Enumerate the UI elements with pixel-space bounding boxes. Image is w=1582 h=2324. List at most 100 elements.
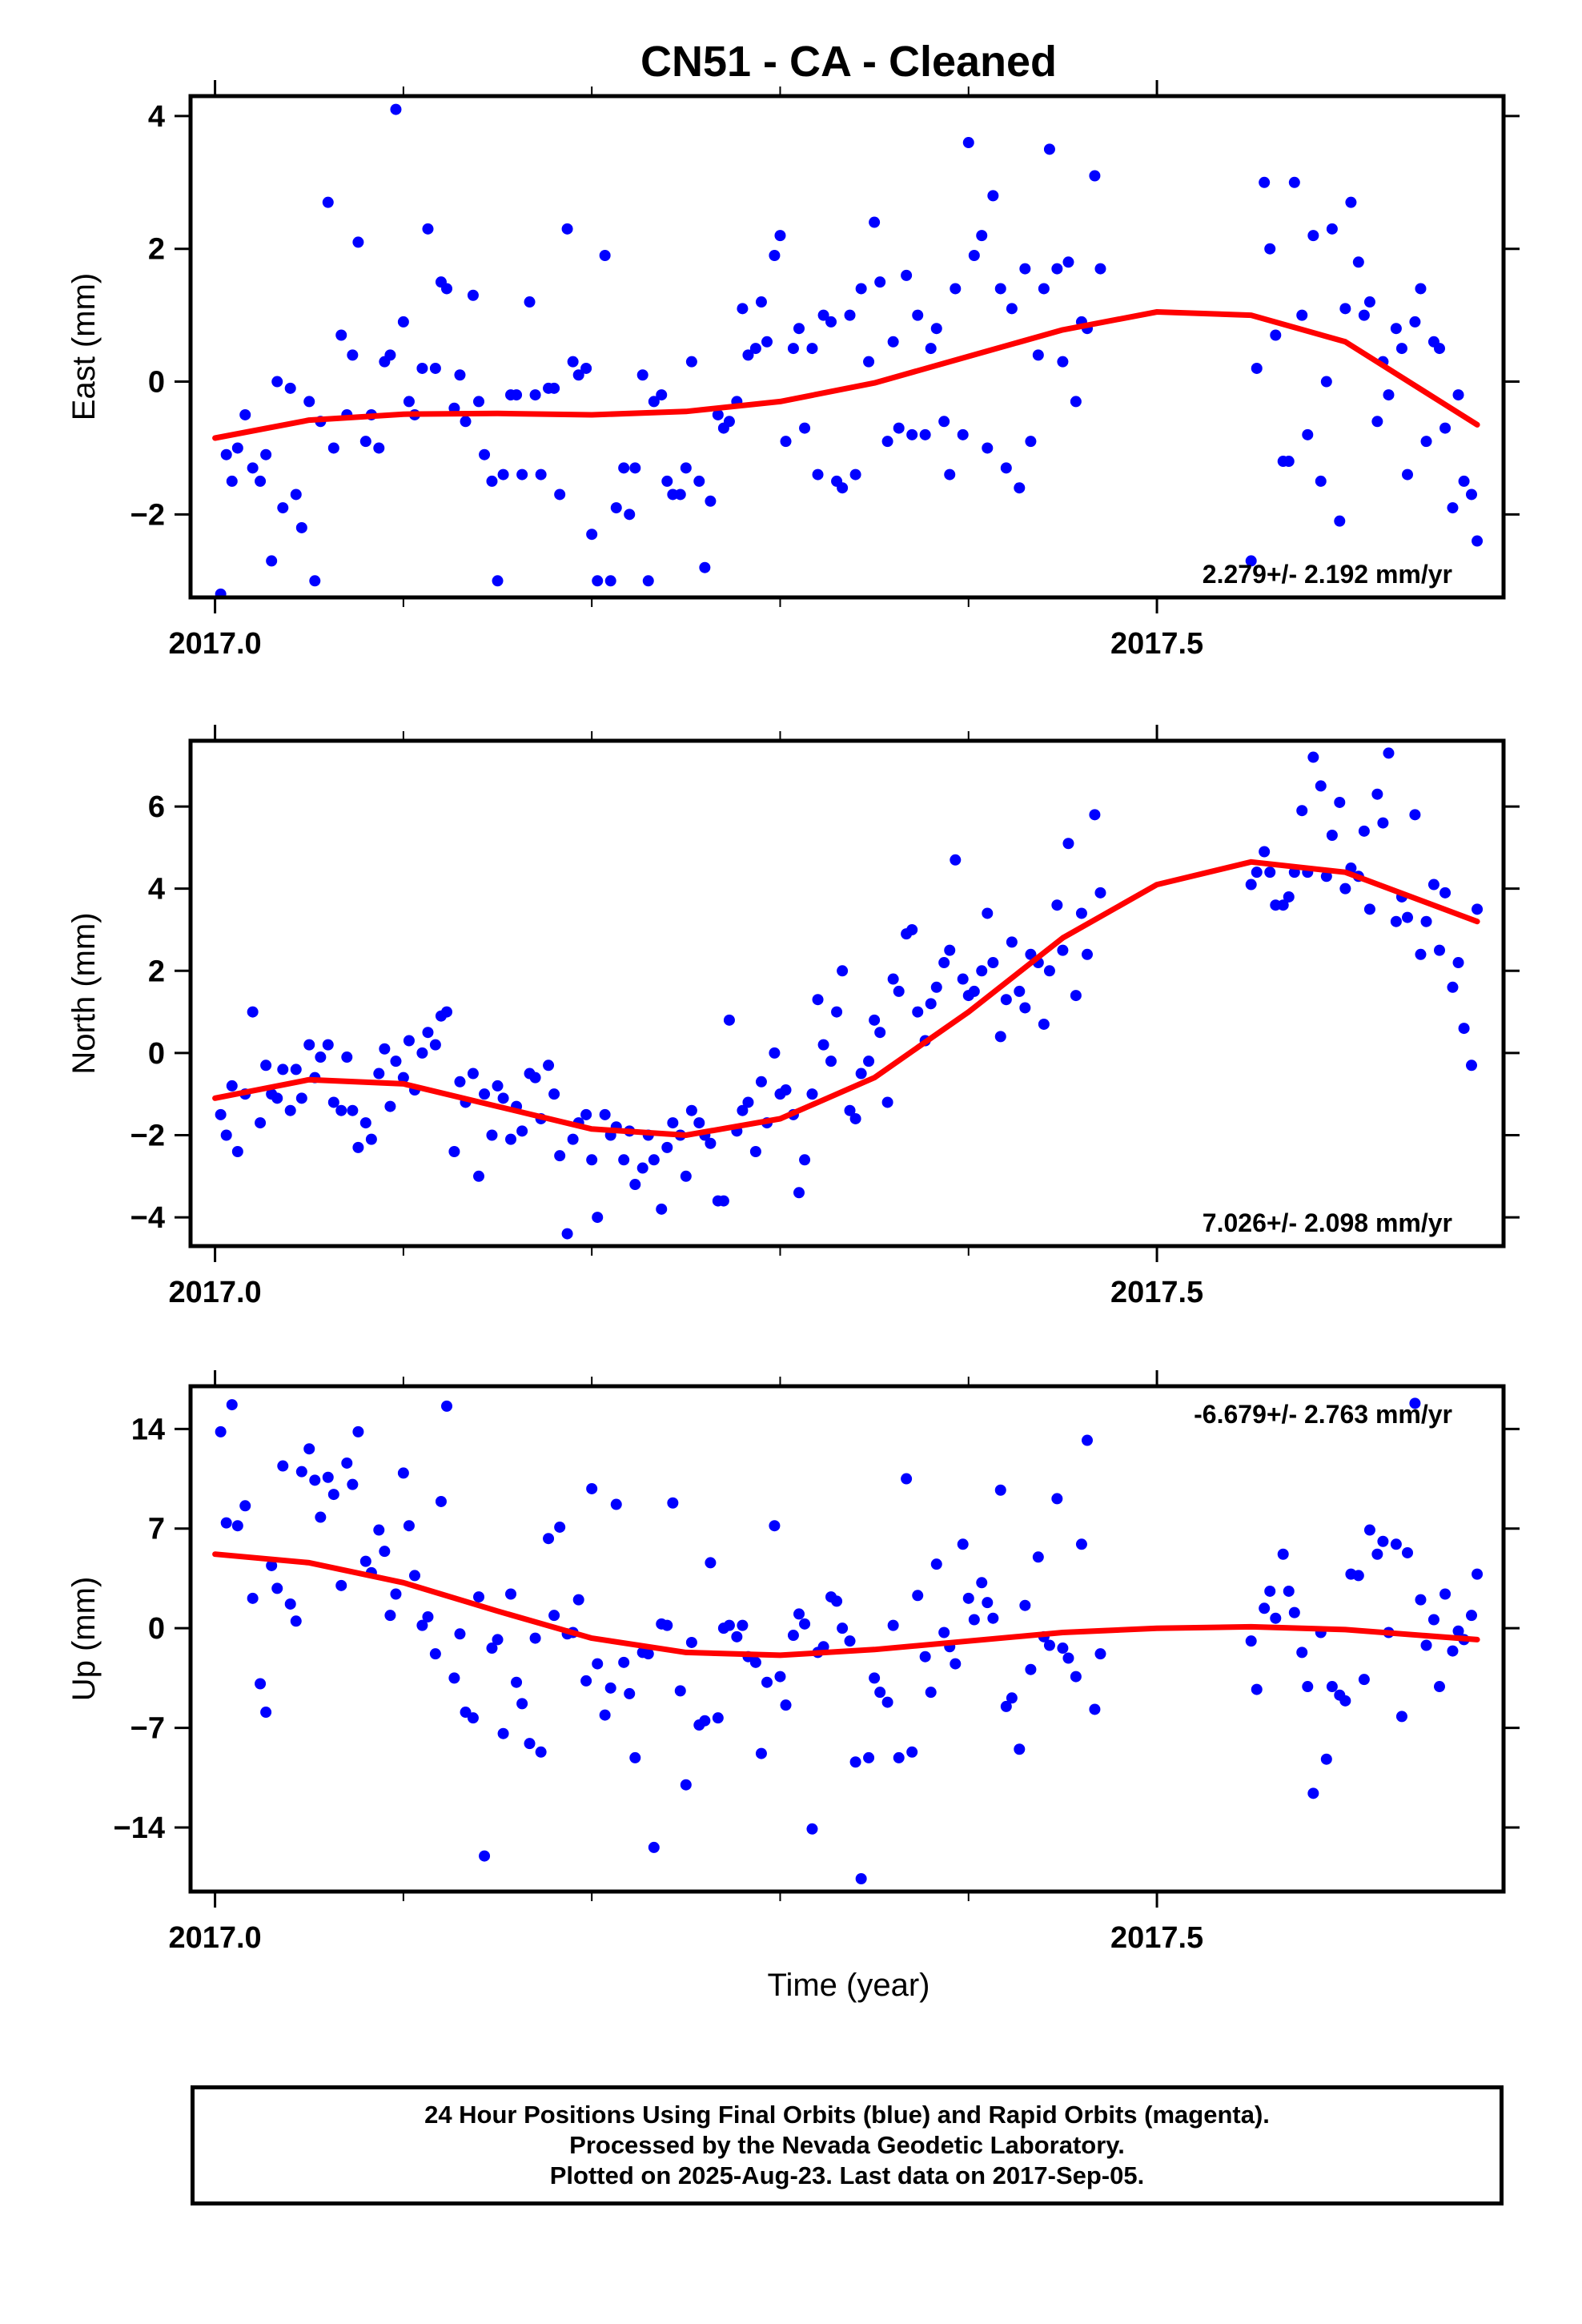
data-point [1032, 349, 1044, 361]
data-point [359, 1117, 371, 1129]
data-point [925, 343, 937, 355]
data-point [774, 230, 786, 242]
data-point [529, 389, 541, 401]
processing-note: 24 Hour Positions Using Final Orbits (bl… [191, 2085, 1504, 2205]
data-point [1264, 1585, 1276, 1597]
data-point [887, 336, 899, 348]
data-point [1051, 1493, 1063, 1505]
data-point [1427, 879, 1439, 891]
data-point [1006, 1692, 1018, 1704]
data-point [874, 1027, 886, 1039]
data-point [656, 389, 668, 401]
data-point [855, 1873, 867, 1885]
data-point [1339, 883, 1351, 895]
x-tick-label: 2017.0 [168, 1276, 261, 1309]
data-point [906, 428, 918, 440]
y-tick-label: −4 [130, 1201, 165, 1235]
data-points [215, 103, 1484, 597]
x-axis-label: Time (year) [768, 1968, 930, 2003]
data-point [1000, 1700, 1012, 1712]
data-point [1288, 176, 1300, 188]
data-point [524, 1738, 536, 1750]
data-point [731, 1630, 743, 1642]
data-point [271, 376, 283, 388]
data-point [586, 1154, 598, 1166]
data-point [629, 1179, 641, 1191]
data-point [1377, 1535, 1389, 1547]
data-point [359, 436, 371, 448]
data-point [572, 1594, 584, 1606]
data-point [674, 1685, 686, 1697]
data-point [1363, 296, 1375, 308]
data-point [893, 422, 905, 434]
data-point [231, 1146, 243, 1158]
data-point [295, 1466, 307, 1478]
data-point [429, 362, 441, 374]
data-point [1051, 263, 1063, 275]
data-point [938, 416, 950, 428]
data-point [492, 1634, 504, 1646]
y-tick-label: 7 [148, 1513, 165, 1546]
data-point [543, 1533, 555, 1545]
data-point [636, 1162, 648, 1174]
data-point [303, 1039, 315, 1051]
data-point [255, 1678, 267, 1690]
data-point [347, 1478, 359, 1490]
data-point [327, 442, 339, 454]
y-axis-label: North (mm) [66, 912, 102, 1074]
data-point [347, 349, 359, 361]
data-point [855, 1068, 867, 1080]
data-point [1390, 323, 1402, 335]
data-point [604, 575, 616, 587]
data-point [737, 1104, 749, 1116]
data-point [561, 223, 573, 235]
data-point [497, 468, 509, 480]
data-point [1075, 907, 1087, 919]
data-point [674, 489, 686, 501]
data-point [1326, 829, 1338, 841]
data-point [1345, 196, 1357, 208]
data-point [1296, 1647, 1308, 1659]
data-point [1371, 1548, 1383, 1560]
data-point [749, 343, 761, 355]
data-point [685, 1104, 697, 1116]
data-point [295, 521, 307, 533]
data-point [869, 1014, 881, 1026]
data-point [373, 1524, 385, 1536]
data-point [1089, 809, 1101, 821]
y-tick-label: 0 [148, 1612, 165, 1646]
data-point [1277, 899, 1289, 911]
data-point [1315, 780, 1327, 792]
data-point [636, 369, 648, 381]
data-point [1259, 176, 1271, 188]
data-point [1315, 475, 1327, 487]
data-point [817, 1039, 829, 1051]
data-point [893, 985, 905, 997]
data-point [1352, 1570, 1364, 1582]
data-point [901, 1473, 913, 1485]
data-point [379, 1546, 391, 1558]
data-point [548, 1610, 560, 1622]
data-point [409, 1570, 420, 1582]
data-point [327, 1096, 339, 1108]
data-point [1358, 309, 1370, 321]
data-point [1409, 809, 1421, 821]
data-point [1472, 903, 1484, 915]
data-point [912, 309, 924, 321]
data-point [944, 468, 956, 480]
data-point [497, 1727, 509, 1739]
data-point [390, 1055, 402, 1068]
data-point [957, 973, 969, 985]
data-point [220, 1129, 232, 1141]
data-point [422, 1610, 434, 1622]
data-point [618, 1656, 630, 1668]
data-point [968, 985, 980, 997]
data-point [435, 1495, 447, 1507]
panel-2: 2017.0 2017.5 −4 −2 0 2 4 6 North (mm) 7.026+/- 2… [66, 725, 1520, 1309]
data-point [1251, 362, 1263, 374]
data-point [982, 442, 994, 454]
data-point [749, 1656, 761, 1668]
data-point [680, 1170, 692, 1182]
data-point [516, 1698, 528, 1710]
data-point [799, 1618, 811, 1630]
